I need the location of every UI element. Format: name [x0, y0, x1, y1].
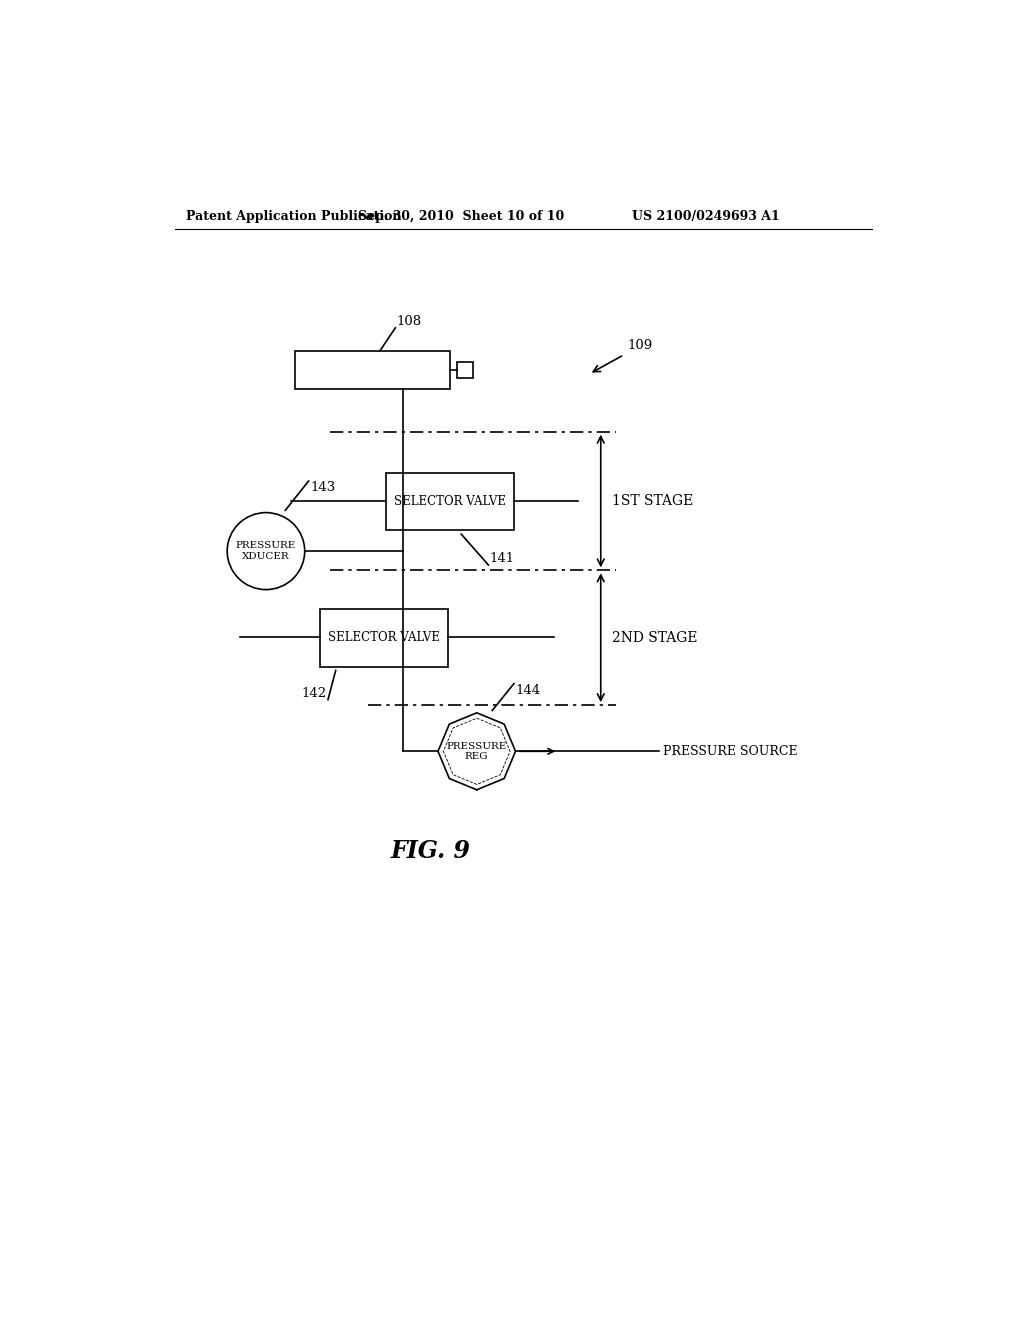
Text: 108: 108 — [397, 314, 422, 327]
Text: 142: 142 — [301, 686, 327, 700]
Text: PRESSURE
REG: PRESSURE REG — [446, 742, 507, 762]
Text: 141: 141 — [489, 552, 515, 565]
Bar — [295, 351, 450, 389]
Text: 2ND STAGE: 2ND STAGE — [612, 631, 698, 644]
Text: SELECTOR VALVE: SELECTOR VALVE — [393, 495, 506, 508]
Text: SELECTOR VALVE: SELECTOR VALVE — [328, 631, 439, 644]
Text: 1ST STAGE: 1ST STAGE — [612, 494, 693, 508]
Text: Patent Application Publication: Patent Application Publication — [186, 210, 401, 223]
Bar — [386, 473, 514, 531]
Text: 143: 143 — [310, 480, 336, 494]
Bar — [458, 363, 473, 378]
Text: Sep. 30, 2010  Sheet 10 of 10: Sep. 30, 2010 Sheet 10 of 10 — [358, 210, 564, 223]
Text: FIG. 9: FIG. 9 — [390, 840, 470, 863]
Bar — [321, 609, 449, 667]
Text: PRESSURE
XDUCER: PRESSURE XDUCER — [236, 541, 296, 561]
Text: 109: 109 — [628, 339, 653, 352]
Text: 144: 144 — [515, 684, 541, 697]
Text: PRESSURE SOURCE: PRESSURE SOURCE — [663, 744, 798, 758]
Text: US 2100/0249693 A1: US 2100/0249693 A1 — [632, 210, 779, 223]
